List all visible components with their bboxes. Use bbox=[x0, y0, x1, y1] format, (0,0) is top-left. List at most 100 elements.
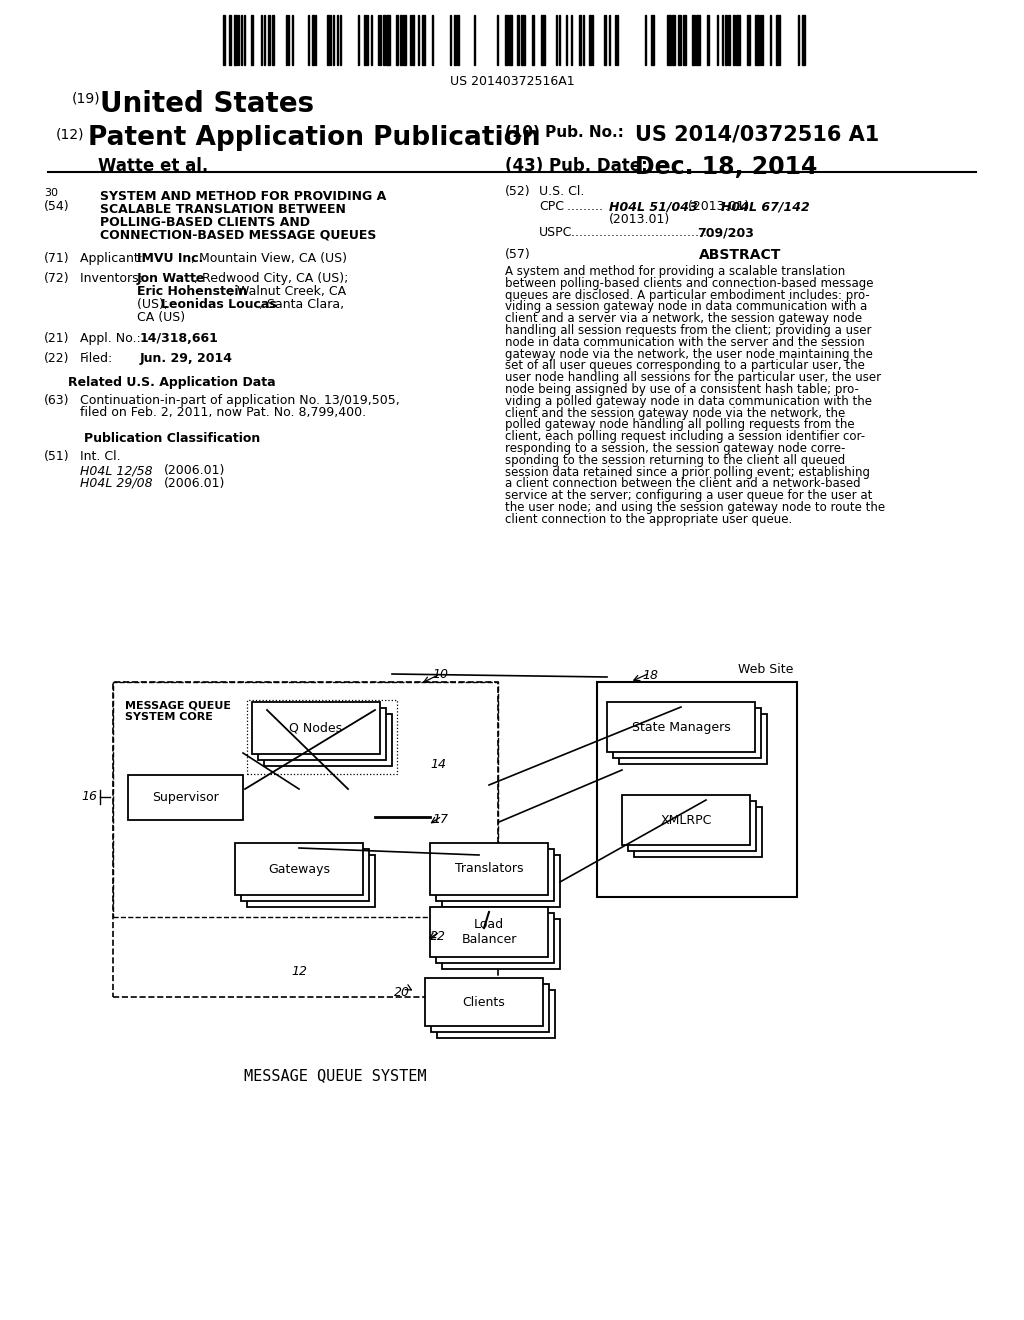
Bar bbox=[113, 682, 498, 917]
Bar bbox=[728, 15, 730, 65]
Bar bbox=[234, 15, 237, 65]
Text: 18: 18 bbox=[642, 669, 658, 682]
Bar bbox=[604, 15, 606, 65]
Bar bbox=[613, 708, 761, 758]
Text: 17: 17 bbox=[432, 813, 449, 826]
Bar bbox=[628, 801, 756, 851]
Bar bbox=[589, 15, 591, 65]
Text: (71): (71) bbox=[44, 252, 70, 265]
Text: (63): (63) bbox=[44, 393, 70, 407]
Text: .........: ......... bbox=[563, 201, 603, 213]
Bar bbox=[272, 15, 274, 65]
Text: Load
Balancer: Load Balancer bbox=[462, 917, 517, 946]
Text: (21): (21) bbox=[44, 333, 70, 345]
Bar bbox=[607, 702, 755, 752]
Text: responding to a session, the session gateway node corre-: responding to a session, the session gat… bbox=[505, 442, 846, 455]
Text: US 20140372516A1: US 20140372516A1 bbox=[450, 75, 574, 88]
Text: session data retained since a prior polling event; establishing: session data retained since a prior poll… bbox=[505, 466, 870, 479]
Text: 709/203: 709/203 bbox=[697, 226, 754, 239]
Text: node being assigned by use of a consistent hash table; pro-: node being assigned by use of a consiste… bbox=[505, 383, 859, 396]
Text: user node handling all sessions for the particular user, the user: user node handling all sessions for the … bbox=[505, 371, 881, 384]
Text: handling all session requests from the client; providing a user: handling all session requests from the c… bbox=[505, 323, 871, 337]
Text: client and the session gateway node via the network, the: client and the session gateway node via … bbox=[505, 407, 845, 420]
Bar bbox=[268, 15, 270, 65]
Bar bbox=[223, 15, 225, 65]
Text: U.S. Cl.: U.S. Cl. bbox=[539, 185, 585, 198]
Bar bbox=[400, 15, 402, 65]
Bar bbox=[430, 843, 548, 895]
Bar bbox=[597, 682, 797, 898]
Text: CPC: CPC bbox=[539, 201, 564, 213]
Text: service at the server; configuring a user queue for the user at: service at the server; configuring a use… bbox=[505, 490, 872, 502]
Bar bbox=[634, 807, 762, 857]
Bar bbox=[113, 682, 498, 997]
Text: USPC: USPC bbox=[539, 226, 572, 239]
Text: Continuation-in-part of application No. 13/019,505,: Continuation-in-part of application No. … bbox=[80, 393, 399, 407]
Text: Eric Hohenstein: Eric Hohenstein bbox=[137, 285, 248, 298]
Text: client and a server via a network, the session gateway node: client and a server via a network, the s… bbox=[505, 313, 862, 325]
Text: , Walnut Creek, CA: , Walnut Creek, CA bbox=[229, 285, 346, 298]
Bar bbox=[128, 775, 243, 820]
Bar bbox=[425, 978, 543, 1026]
Text: between polling-based clients and connection-based message: between polling-based clients and connec… bbox=[505, 277, 873, 290]
Text: Supervisor: Supervisor bbox=[153, 791, 219, 804]
Bar bbox=[364, 15, 366, 65]
Text: United States: United States bbox=[100, 90, 314, 117]
Bar bbox=[521, 15, 525, 65]
Bar bbox=[622, 795, 750, 845]
Text: client, each polling request including a session identifier cor-: client, each polling request including a… bbox=[505, 430, 865, 444]
Text: POLLING-BASED CLIENTS AND: POLLING-BASED CLIENTS AND bbox=[100, 216, 310, 228]
Text: (43) Pub. Date:: (43) Pub. Date: bbox=[505, 157, 648, 176]
Bar bbox=[396, 15, 398, 65]
Text: Dec. 18, 2014: Dec. 18, 2014 bbox=[635, 154, 817, 180]
Text: (22): (22) bbox=[44, 352, 70, 366]
Text: Int. Cl.: Int. Cl. bbox=[80, 450, 121, 463]
Text: Inventors:: Inventors: bbox=[80, 272, 146, 285]
Text: viding a polled gateway node in data communication with the: viding a polled gateway node in data com… bbox=[505, 395, 872, 408]
Text: Q Nodes: Q Nodes bbox=[290, 722, 343, 734]
Text: Appl. No.:: Appl. No.: bbox=[80, 333, 144, 345]
Text: , Santa Clara,: , Santa Clara, bbox=[259, 298, 344, 312]
Text: client connection to the appropriate user queue.: client connection to the appropriate use… bbox=[505, 512, 793, 525]
Bar bbox=[312, 15, 314, 65]
Bar bbox=[517, 15, 519, 65]
Text: (54): (54) bbox=[44, 201, 70, 213]
Bar bbox=[383, 15, 385, 65]
Text: XMLRPC: XMLRPC bbox=[660, 813, 712, 826]
Text: SCALABLE TRANSLATION BETWEEN: SCALABLE TRANSLATION BETWEEN bbox=[100, 203, 346, 216]
Text: H04L 29/08: H04L 29/08 bbox=[80, 477, 153, 490]
Text: (10) Pub. No.:: (10) Pub. No.: bbox=[505, 125, 624, 140]
Text: SYSTEM AND METHOD FOR PROVIDING A: SYSTEM AND METHOD FOR PROVIDING A bbox=[100, 190, 386, 203]
Bar bbox=[251, 15, 253, 65]
Text: gateway node via the network, the user node maintaining the: gateway node via the network, the user n… bbox=[505, 347, 872, 360]
Text: 10: 10 bbox=[432, 668, 449, 681]
Bar bbox=[505, 15, 508, 65]
Bar bbox=[733, 15, 735, 65]
Text: Clients: Clients bbox=[463, 995, 506, 1008]
Text: IMVU Inc.: IMVU Inc. bbox=[137, 252, 204, 265]
Text: MESSAGE QUEUE
SYSTEM CORE: MESSAGE QUEUE SYSTEM CORE bbox=[125, 700, 231, 722]
Bar bbox=[683, 15, 686, 65]
Text: filed on Feb. 2, 2011, now Pat. No. 8,799,400.: filed on Feb. 2, 2011, now Pat. No. 8,79… bbox=[80, 407, 367, 418]
Text: A system and method for providing a scalable translation: A system and method for providing a scal… bbox=[505, 265, 845, 279]
Bar bbox=[509, 15, 512, 65]
Bar bbox=[436, 849, 554, 902]
Bar bbox=[234, 843, 362, 895]
Text: Watte et al.: Watte et al. bbox=[98, 157, 208, 176]
Text: Translators: Translators bbox=[455, 862, 523, 875]
Bar bbox=[327, 15, 329, 65]
Text: Gateways: Gateways bbox=[268, 862, 330, 875]
Text: (2013.01);: (2013.01); bbox=[684, 201, 758, 213]
Bar bbox=[651, 15, 654, 65]
Text: set of all user queues corresponding to a particular user, the: set of all user queues corresponding to … bbox=[505, 359, 865, 372]
Text: Related U.S. Application Data: Related U.S. Application Data bbox=[69, 376, 275, 389]
Bar bbox=[736, 15, 740, 65]
Bar bbox=[746, 15, 750, 65]
Text: viding a session gateway node in data communication with a: viding a session gateway node in data co… bbox=[505, 301, 867, 313]
Bar bbox=[618, 714, 767, 764]
Bar bbox=[776, 15, 780, 65]
Bar bbox=[442, 919, 560, 969]
Text: the user node; and using the session gateway node to route the: the user node; and using the session gat… bbox=[505, 502, 885, 513]
Text: Web Site: Web Site bbox=[737, 663, 793, 676]
Text: 20: 20 bbox=[394, 986, 410, 999]
